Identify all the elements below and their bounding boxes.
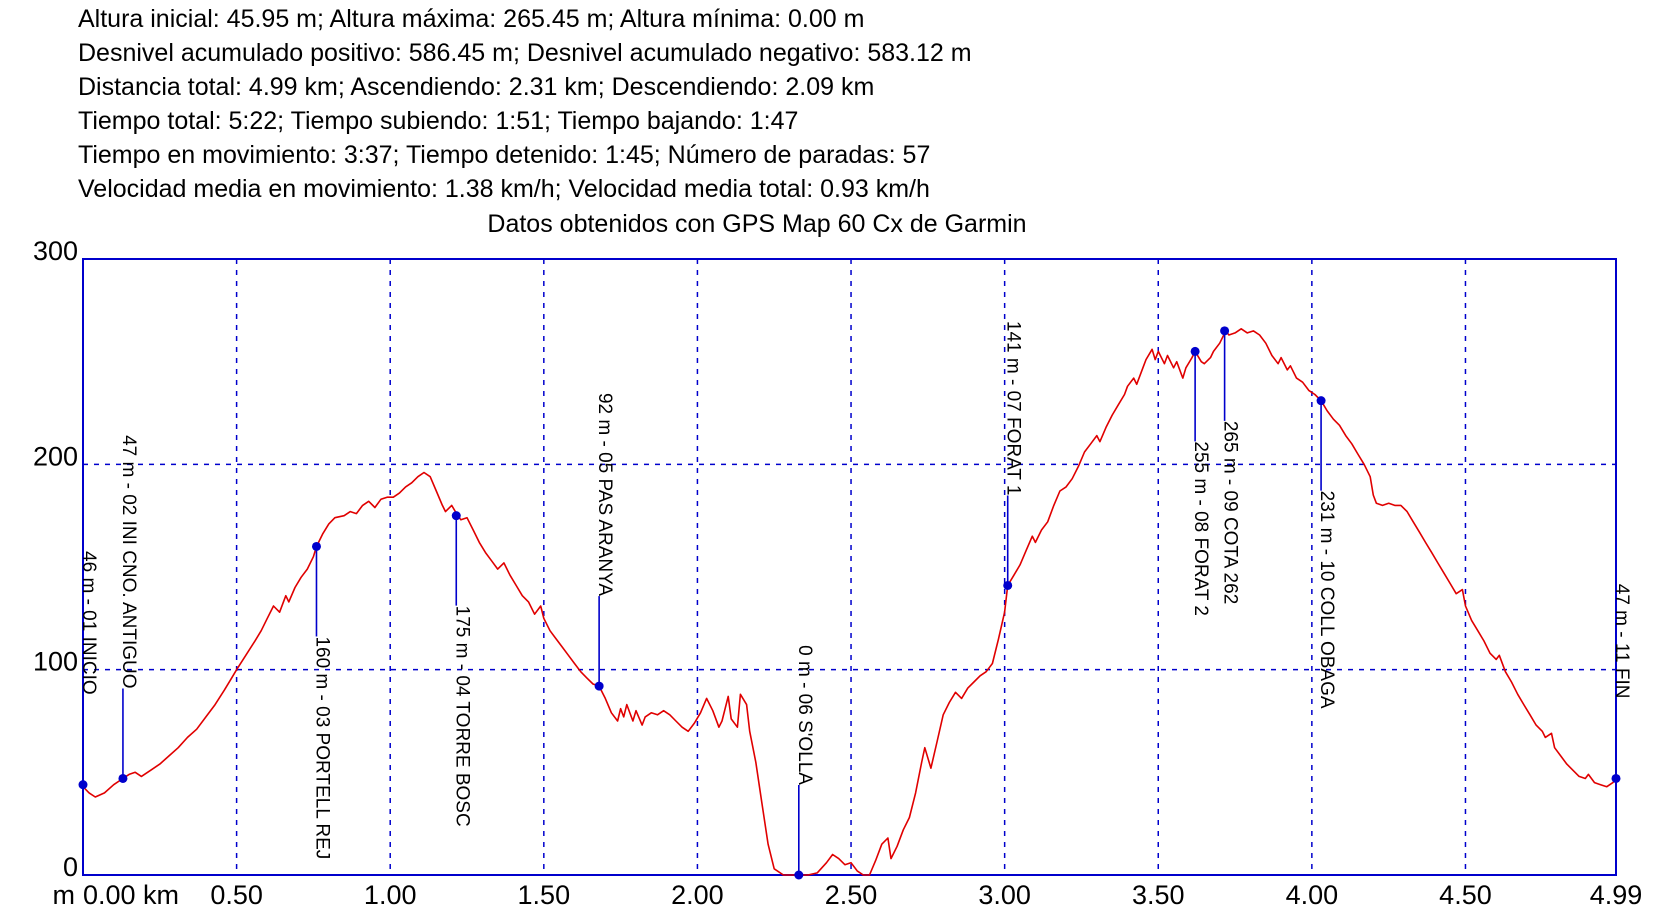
waypoint-dot (1611, 773, 1621, 783)
y-tick-label: 100 (33, 647, 78, 677)
stats-line-distancia: Distancia total: 4.99 km; Ascendiendo: 2… (78, 73, 875, 101)
stats-line-altura: Altura inicial: 45.95 m; Altura máxima: … (78, 5, 865, 33)
x-tick-label: 1.00 (364, 880, 417, 910)
x-tick-label: 4.99 (1590, 880, 1643, 910)
chart-title: Datos obtenidos con GPS Map 60 Cx de Gar… (487, 210, 1027, 238)
y-tick-label: 200 (33, 441, 78, 471)
y-tick-label: 0 (63, 852, 78, 882)
x-tick-label: 4.00 (1286, 880, 1339, 910)
x-tick-label: 0.50 (210, 880, 263, 910)
waypoint-dot (1220, 326, 1230, 336)
waypoint-label: 47 m - 11 FIN (1611, 584, 1632, 699)
waypoint-label: 265 m - 09 COTA 262 (1220, 421, 1241, 604)
waypoint-label: 160 m - 03 PORTELL REJ (311, 636, 332, 859)
y-axis-unit-label: m (53, 880, 76, 910)
waypoint-label: 47 m - 02 INI CNO. ANTIGUO (118, 435, 139, 688)
x-tick-label: 3.50 (1132, 880, 1185, 910)
waypoint-dot (118, 773, 128, 783)
waypoint-label: 46 m - 01 INICIO (78, 551, 99, 695)
waypoint-dot (794, 870, 804, 880)
waypoint-dot (594, 681, 604, 691)
x-tick-label: 4.50 (1439, 880, 1492, 910)
x-tick-label: 3.00 (978, 880, 1031, 910)
stats-header: Altura inicial: 45.95 m; Altura máxima: … (78, 2, 972, 206)
waypoint-label: 0 m - 06 S'OLLA (794, 645, 815, 785)
waypoint-dot (78, 780, 88, 790)
waypoint-label: 255 m - 08 FORAT 2 (1190, 441, 1211, 616)
y-tick-label: 300 (33, 236, 78, 266)
chart-border (82, 258, 1617, 876)
waypoint-label: 175 m - 04 TORRE BOSC (451, 606, 472, 827)
x-tick-label: 2.50 (825, 880, 878, 910)
stats-line-tiempo: Tiempo total: 5:22; Tiempo subiendo: 1:5… (78, 107, 799, 135)
waypoint-label: 231 m - 10 COLL OBAGA (1316, 491, 1337, 709)
elevation-line (82, 327, 1617, 876)
waypoint-dot (1190, 346, 1200, 356)
x-tick-label: 1.50 (518, 880, 571, 910)
waypoint-dot (1316, 396, 1326, 406)
x-tick-label: 2.00 (671, 880, 724, 910)
waypoint-label: 92 m - 05 PAS ARANYA (594, 393, 615, 596)
stats-line-desnivel: Desnivel acumulado positivo: 586.45 m; D… (78, 39, 972, 67)
waypoint-dot (311, 541, 321, 551)
waypoint-label: 141 m - 07 FORAT 1 (1003, 321, 1024, 496)
waypoint-dot (1003, 580, 1013, 590)
x-tick-label: 0.00 km (83, 880, 179, 910)
stats-line-velocidad: Velocidad media en movimiento: 1.38 km/h… (78, 175, 930, 203)
waypoint-dot (451, 511, 461, 521)
stats-line-movimiento: Tiempo en movimiento: 3:37; Tiempo deten… (78, 141, 931, 169)
